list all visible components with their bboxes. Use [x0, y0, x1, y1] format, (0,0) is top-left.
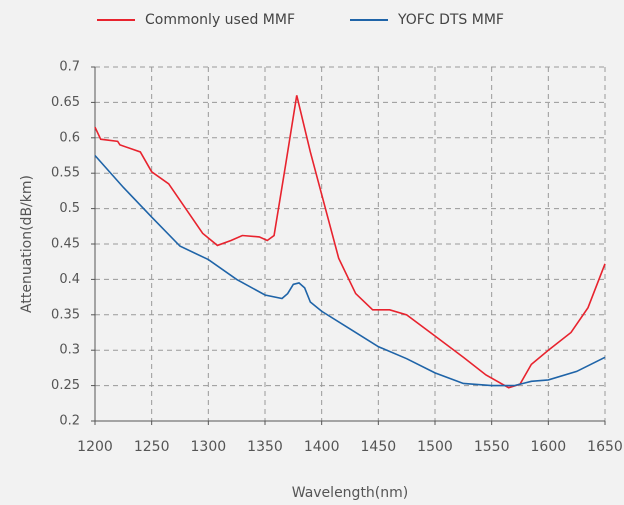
x-tick-label: 1300 [191, 439, 227, 455]
y-tick-label: 0.65 [51, 95, 80, 110]
x-axis-label: Wavelength(nm) [292, 485, 408, 501]
legend-label: Commonly used MMF [145, 12, 295, 28]
y-tick-label: 0.45 [51, 237, 80, 252]
legend-label: YOFC DTS MMF [397, 12, 504, 28]
y-tick-label: 0.5 [59, 201, 80, 216]
x-tick-label: 1550 [474, 439, 510, 455]
x-tick-label: 1200 [77, 439, 113, 455]
x-tick-label: 1250 [134, 439, 170, 455]
y-axis-label: Attenuation(dB/km) [19, 175, 35, 313]
data-line [94, 154, 606, 387]
x-tick-label: 1600 [531, 439, 567, 455]
x-tick-label: 1350 [247, 439, 283, 455]
y-tick-label: 0.2 [59, 414, 80, 429]
y-tick-label: 0.55 [51, 166, 80, 181]
data-line [94, 95, 606, 389]
x-tick-label: 1400 [304, 439, 340, 455]
y-tick-label: 0.35 [51, 307, 80, 322]
x-tick-label: 1650 [587, 439, 623, 455]
x-tick-label: 1500 [417, 439, 453, 455]
x-tick-label: 1450 [361, 439, 397, 455]
y-tick-label: 0.3 [59, 343, 80, 358]
y-tick-label: 0.25 [51, 378, 80, 393]
y-tick-label: 0.7 [59, 60, 80, 75]
y-tick-label: 0.4 [59, 272, 80, 287]
y-tick-label: 0.6 [59, 130, 80, 145]
